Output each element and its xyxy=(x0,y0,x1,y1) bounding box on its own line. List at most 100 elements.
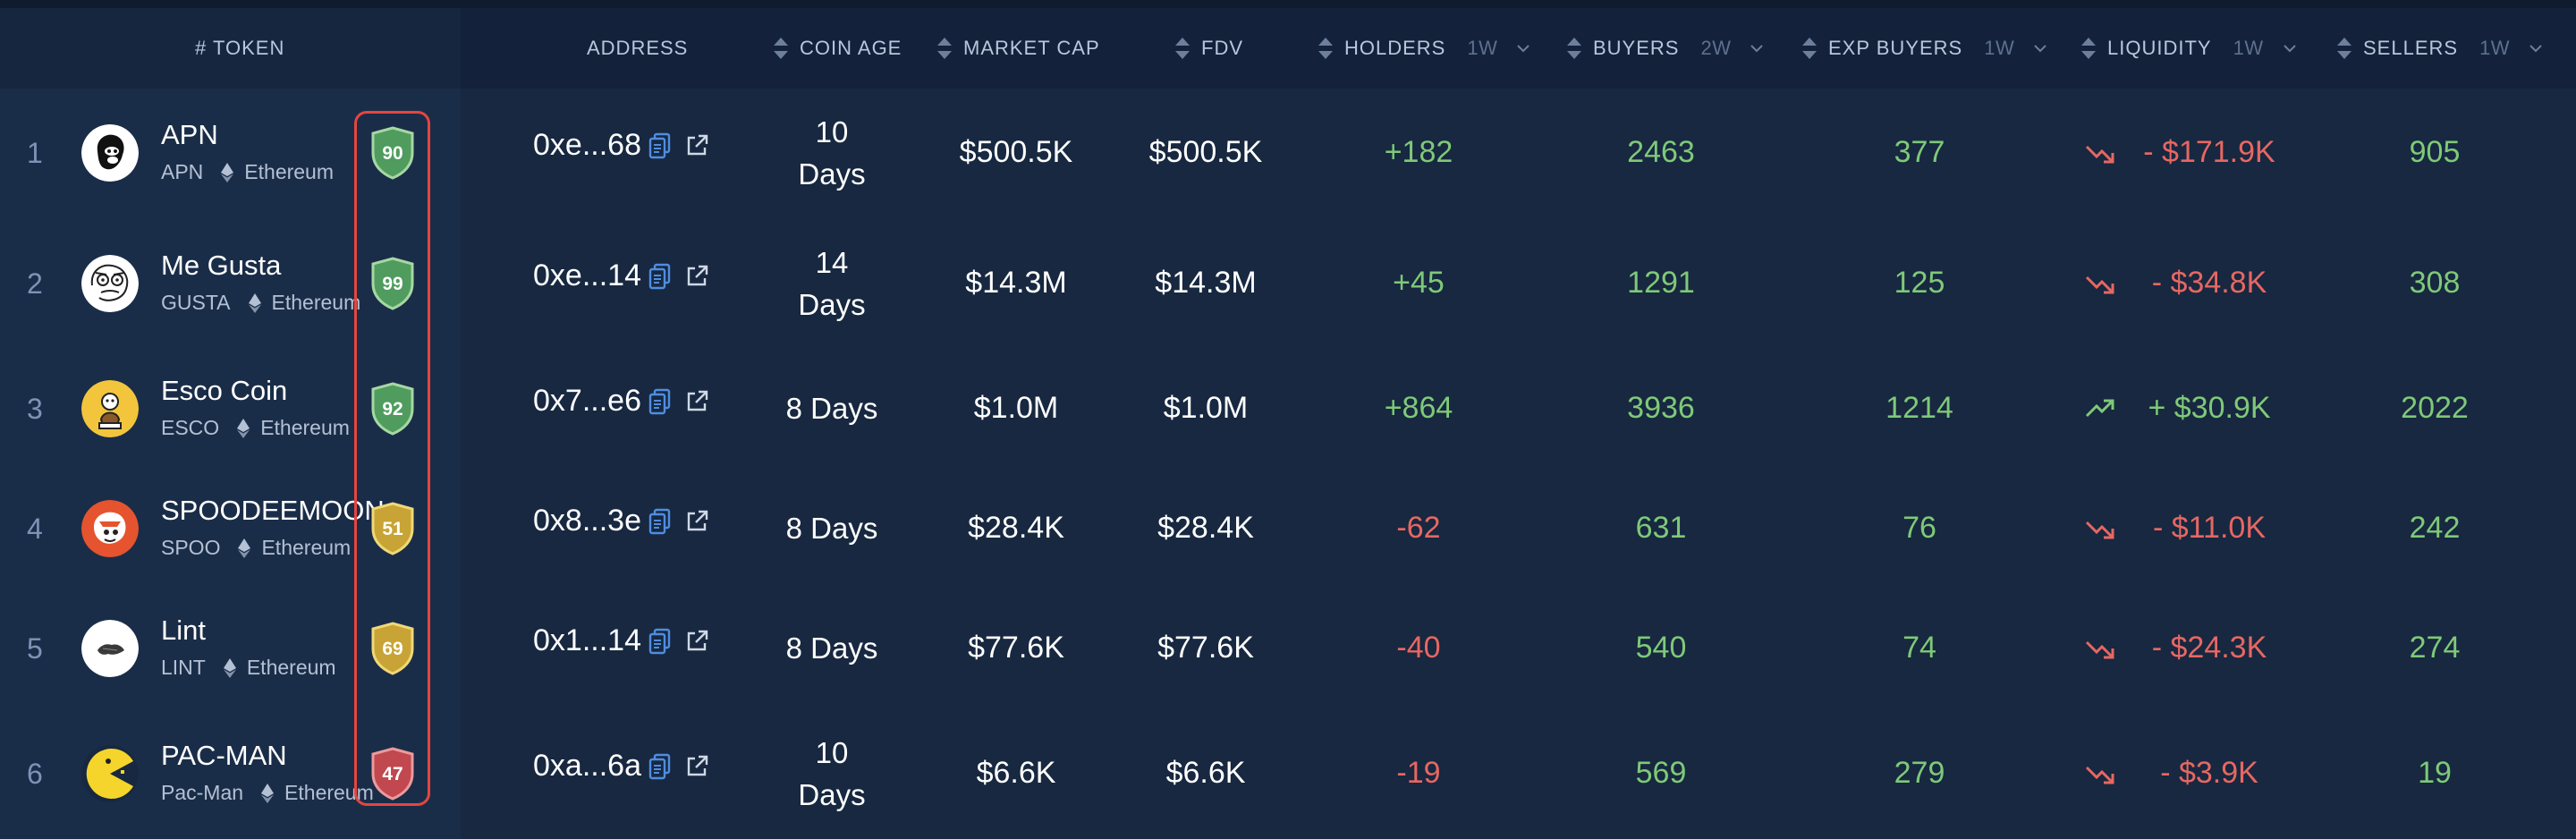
external-link-icon[interactable] xyxy=(684,754,709,779)
chevron-down-icon[interactable] xyxy=(2032,40,2048,56)
header-fdv-label: FDV xyxy=(1201,37,1243,59)
sort-icon[interactable] xyxy=(1801,36,1818,61)
esco-avatar-icon[interactable] xyxy=(81,380,139,437)
ape-avatar-icon[interactable] xyxy=(81,124,139,182)
chevron-down-icon[interactable] xyxy=(2282,40,2298,56)
token-subtitle: Pac-Man Ethereum xyxy=(161,781,374,805)
token-address: 0x8...3e xyxy=(533,504,709,538)
token-chain: Ethereum xyxy=(260,416,350,439)
score-value: 90 xyxy=(382,143,402,164)
liquidity-period[interactable]: 1W xyxy=(2233,37,2264,59)
score-shield-badge[interactable]: 92 xyxy=(370,382,415,436)
trend-down-icon xyxy=(2084,516,2116,541)
token-name[interactable]: PAC-MAN xyxy=(161,740,287,771)
address-text: 0x1...14 xyxy=(533,623,641,657)
header-sellers[interactable]: SELLERS 1W xyxy=(2336,8,2544,89)
score-shield-badge[interactable]: 51 xyxy=(370,502,415,555)
sellers-period[interactable]: 1W xyxy=(2479,37,2511,59)
sort-icon[interactable] xyxy=(2080,36,2097,61)
external-link-icon[interactable] xyxy=(684,133,709,158)
header-address-label: ADDRESS xyxy=(587,37,689,59)
trend-down-icon xyxy=(2084,140,2116,165)
holders-period[interactable]: 1W xyxy=(1467,37,1498,59)
market-cap: $6.6K xyxy=(976,756,1056,790)
buyers-period[interactable]: 2W xyxy=(1700,37,1732,59)
token-name[interactable]: APN xyxy=(161,119,218,150)
row-rank: 2 xyxy=(27,267,43,300)
ethereum-icon xyxy=(221,162,234,182)
address-text: 0xe...14 xyxy=(533,258,641,292)
token-chain: Ethereum xyxy=(244,160,335,183)
score-value: 47 xyxy=(382,764,402,784)
holders-change: -19 xyxy=(1396,756,1441,790)
header-market-cap[interactable]: MARKET CAP xyxy=(936,8,1100,89)
holders-change: +182 xyxy=(1384,135,1453,169)
row-rank: 6 xyxy=(27,758,43,790)
pac-man-avatar-icon[interactable] xyxy=(81,745,139,802)
token-name[interactable]: Lint xyxy=(161,614,206,646)
score-shield-badge[interactable]: 90 xyxy=(370,126,415,180)
sellers-count: 905 xyxy=(2409,135,2461,169)
header-fdv[interactable]: FDV xyxy=(1174,8,1243,89)
token-name[interactable]: Me Gusta xyxy=(161,250,282,281)
copy-icon[interactable] xyxy=(648,132,672,159)
score-shield-badge[interactable]: 69 xyxy=(370,622,415,675)
coin-age-line1: 10 xyxy=(815,736,849,769)
coin-age: 8 Days xyxy=(760,627,903,669)
header-sellers-label: SELLERS xyxy=(2363,37,2459,59)
trend-down-icon xyxy=(2084,271,2116,296)
score-shield-badge[interactable]: 47 xyxy=(370,747,415,801)
sort-icon[interactable] xyxy=(1566,36,1582,61)
header-token-label: # TOKEN xyxy=(195,37,285,59)
copy-icon[interactable] xyxy=(648,628,672,655)
copy-icon[interactable] xyxy=(648,753,672,780)
sort-icon[interactable] xyxy=(1174,36,1191,61)
sort-icon[interactable] xyxy=(936,36,953,61)
chevron-down-icon[interactable] xyxy=(1515,40,1531,56)
external-link-icon[interactable] xyxy=(684,264,709,289)
external-link-icon[interactable] xyxy=(684,629,709,654)
header-buyers-label: BUYERS xyxy=(1593,37,1680,59)
exp-buyers-period[interactable]: 1W xyxy=(1984,37,2015,59)
buyers-count: 569 xyxy=(1635,756,1687,790)
lint-avatar-icon[interactable] xyxy=(81,620,139,677)
me-gusta-avatar-icon[interactable] xyxy=(81,255,139,312)
external-link-icon[interactable] xyxy=(684,389,709,414)
header-coin-age-label: COIN AGE xyxy=(800,37,902,59)
copy-icon[interactable] xyxy=(648,263,672,290)
token-address: 0xe...68 xyxy=(533,128,709,163)
market-cap: $500.5K xyxy=(959,135,1073,169)
holders-change: -62 xyxy=(1396,511,1441,545)
score-value: 92 xyxy=(382,399,402,420)
spoodeemoon-avatar-icon[interactable] xyxy=(81,500,139,557)
token-chain: Ethereum xyxy=(271,291,361,314)
fdv: $14.3M xyxy=(1155,266,1257,300)
sort-icon[interactable] xyxy=(1318,36,1334,61)
header-buyers[interactable]: BUYERS 2W xyxy=(1566,8,1765,89)
token-symbol: ESCO xyxy=(161,416,220,439)
score-shield-badge[interactable]: 99 xyxy=(370,257,415,310)
fdv: $28.4K xyxy=(1157,511,1254,545)
token-name[interactable]: Esco Coin xyxy=(161,375,288,406)
sort-icon[interactable] xyxy=(2336,36,2352,61)
copy-icon[interactable] xyxy=(648,388,672,415)
sellers-count: 2022 xyxy=(2401,391,2469,425)
ethereum-icon xyxy=(237,418,250,438)
holders-change: +45 xyxy=(1393,266,1445,300)
header-exp-buyers[interactable]: EXP BUYERS 1W xyxy=(1801,8,2048,89)
chevron-down-icon[interactable] xyxy=(2528,40,2544,56)
score-value: 99 xyxy=(382,274,402,294)
liquidity-change: - $11.0K xyxy=(2152,511,2266,545)
header-coin-age[interactable]: COIN AGE xyxy=(773,8,902,89)
sort-icon[interactable] xyxy=(773,36,789,61)
external-link-icon[interactable] xyxy=(684,509,709,534)
fdv: $500.5K xyxy=(1148,135,1263,169)
exp-buyers-count: 76 xyxy=(1902,511,1936,545)
token-name[interactable]: SPOODEEMOON xyxy=(161,495,385,526)
header-holders[interactable]: HOLDERS 1W xyxy=(1318,8,1531,89)
header-liquidity[interactable]: LIQUIDITY 1W xyxy=(2080,8,2298,89)
token-symbol: SPOO xyxy=(161,536,221,559)
chevron-down-icon[interactable] xyxy=(1749,40,1765,56)
copy-icon[interactable] xyxy=(648,508,672,535)
